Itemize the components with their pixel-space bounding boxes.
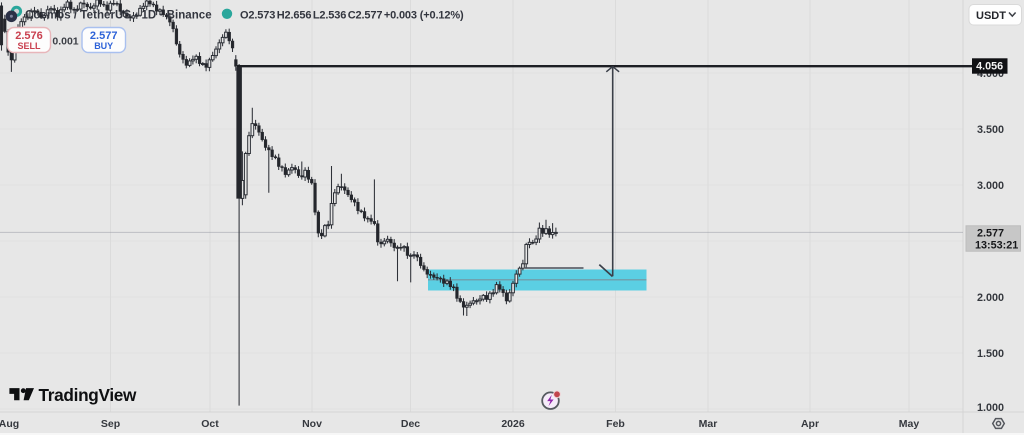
svg-text:Mar: Mar [699,418,718,430]
svg-text:Aug: Aug [0,418,19,430]
svg-text:Dec: Dec [401,418,420,430]
svg-text:TradingView: TradingView [39,385,138,405]
svg-text:Cosmos / TetherUS · 1D · Binan: Cosmos / TetherUS · 1D · Binance [25,10,212,22]
svg-text:4.056: 4.056 [976,61,1003,73]
svg-text:2026: 2026 [501,418,525,430]
svg-text:2.577: 2.577 [977,227,1004,239]
svg-text:2.577: 2.577 [90,30,118,42]
svg-text:Nov: Nov [302,418,322,430]
svg-text:Feb: Feb [606,418,625,430]
svg-text:May: May [899,418,920,430]
svg-text:Sep: Sep [101,418,120,430]
svg-text:2.000: 2.000 [977,292,1004,304]
svg-text:SELL: SELL [17,41,41,51]
svg-text:USDT: USDT [976,10,1006,22]
svg-text:1.500: 1.500 [977,348,1004,360]
svg-text:3.000: 3.000 [977,180,1004,192]
svg-text:1.000: 1.000 [977,402,1004,414]
svg-text:BUY: BUY [94,41,113,51]
svg-text:3.500: 3.500 [977,124,1004,136]
svg-text:13:53:21: 13:53:21 [975,239,1018,251]
svg-text:0.001: 0.001 [52,36,78,48]
svg-text:2.576: 2.576 [15,30,43,42]
svg-text:Oct: Oct [201,418,219,430]
svg-text:O2.573 H2.656 L2.536 C2.577: O2.573 H2.656 L2.536 C2.577 +0.003 (+0.1… [240,10,464,22]
svg-text:Apr: Apr [801,418,819,430]
